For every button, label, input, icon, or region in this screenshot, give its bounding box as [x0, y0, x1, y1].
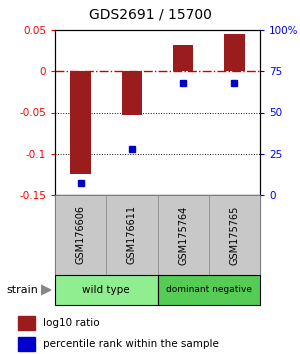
Bar [158, 275, 260, 305]
Text: percentile rank within the sample: percentile rank within the sample [43, 339, 219, 349]
Text: dominant negative: dominant negative [166, 285, 252, 295]
Text: GSM176606: GSM176606 [76, 206, 85, 264]
Bar [224, 34, 244, 71]
Bar [106, 195, 158, 275]
Bar [17, 316, 34, 330]
Polygon shape [40, 285, 51, 295]
Bar [122, 71, 142, 115]
Text: wild type: wild type [82, 285, 130, 295]
Text: GSM176611: GSM176611 [127, 206, 137, 264]
Text: GSM175764: GSM175764 [178, 205, 188, 265]
Bar [70, 71, 91, 175]
Text: GSM175765: GSM175765 [230, 205, 239, 265]
Text: strain: strain [6, 285, 38, 295]
Bar [158, 195, 209, 275]
Bar [55, 195, 106, 275]
Text: GDS2691 / 15700: GDS2691 / 15700 [88, 8, 212, 22]
Text: log10 ratio: log10 ratio [43, 318, 100, 328]
Bar [173, 45, 194, 71]
Bar [209, 195, 260, 275]
Bar [55, 275, 158, 305]
Bar [17, 337, 34, 351]
